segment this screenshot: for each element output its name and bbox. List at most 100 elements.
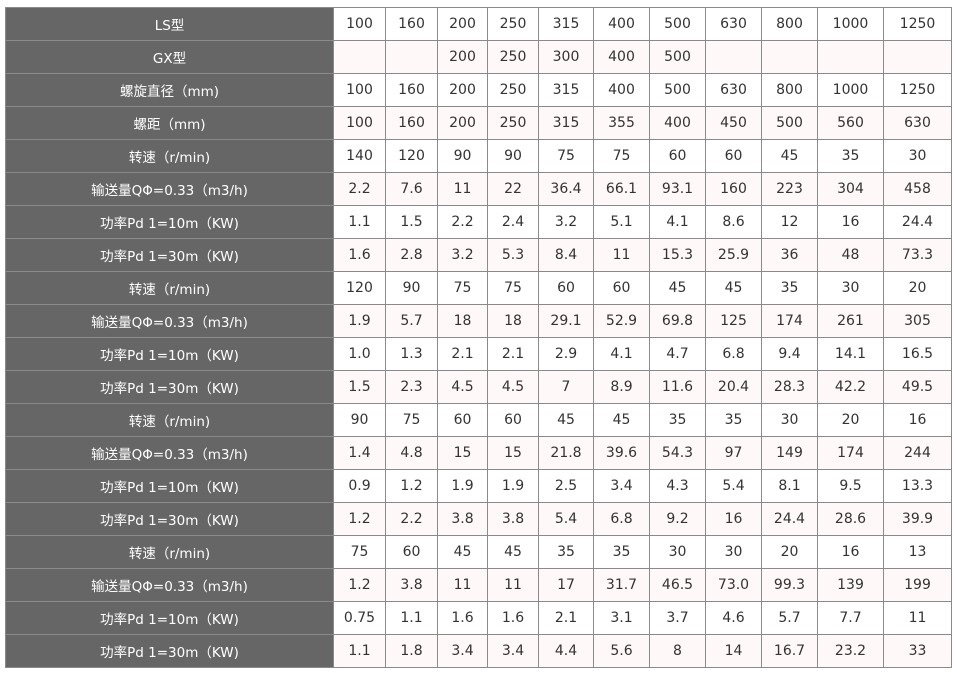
table-cell (333, 40, 386, 74)
table-cell: 160 (385, 7, 438, 41)
table-cell: 1250 (883, 73, 952, 107)
row-header: 转速（r/min) (5, 403, 334, 437)
table-row: 功率Pd 1=10m（KW) 1.1 1.5 2.2 2.4 3.2 5.1 4.1 8.6 12… (5, 205, 952, 239)
table-row: 输送量QΦ=0.33（m3/h) 2.2 7.6 11 22 36.4 66.1 93.1 16… (5, 172, 952, 206)
table-cell: 500 (649, 7, 706, 41)
table-cell: 35 (705, 403, 762, 437)
table-cell: 1.2 (385, 469, 438, 503)
table-cell: 5.7 (761, 601, 818, 635)
table-cell: 5.6 (593, 634, 650, 668)
row-header: 输送量QΦ=0.33（m3/h) (5, 172, 334, 206)
row-header: 功率Pd 1=10m（KW) (5, 205, 334, 239)
table-cell: 500 (761, 106, 818, 140)
row-header: 功率Pd 1=10m（KW) (5, 469, 334, 503)
table-cell: 1000 (817, 73, 884, 107)
table-cell: 49.5 (883, 370, 952, 404)
table-cell: 14 (705, 634, 762, 668)
row-header: 螺旋直径（mm) (5, 73, 334, 107)
table-cell: 60 (437, 403, 488, 437)
table-cell: 4.3 (649, 469, 706, 503)
table-cell: 12 (761, 205, 818, 239)
table-cell: 500 (649, 73, 706, 107)
table-cell: 24.4 (761, 502, 818, 536)
table-row: 功率Pd 1=30m（KW) 1.5 2.3 4.5 4.5 7 8.9 11.6 20.4 28… (5, 370, 952, 404)
table-row: 输送量QΦ=0.33（m3/h) 1.9 5.7 18 18 29.1 52.9 69.8 12… (5, 304, 952, 338)
table-cell (385, 40, 438, 74)
table-cell: 458 (883, 172, 952, 206)
table-cell: 25.9 (705, 238, 762, 272)
table-cell: 3.8 (437, 502, 488, 536)
table-cell: 4.7 (649, 337, 706, 371)
table-cell: 60 (385, 535, 438, 569)
table-cell: 7 (538, 370, 594, 404)
table-cell: 250 (487, 73, 539, 107)
table-cell: 75 (487, 271, 539, 305)
table-cell: 15.3 (649, 238, 706, 272)
table-cell: 1.6 (437, 601, 488, 635)
table-cell: 6.8 (593, 502, 650, 536)
table-cell: 3.4 (593, 469, 650, 503)
table-cell: 1.1 (385, 601, 438, 635)
table-cell: 75 (437, 271, 488, 305)
table-cell: 9.5 (817, 469, 884, 503)
table-cell: 60 (487, 403, 539, 437)
table-cell: 16 (883, 403, 952, 437)
table-cell: 45 (649, 271, 706, 305)
table-cell: 200 (437, 40, 488, 74)
table-cell: 75 (385, 403, 438, 437)
table-row: 功率Pd 1=10m（KW) 0.9 1.2 1.9 1.9 2.5 3.4 4.3 5.4 8.… (5, 469, 952, 503)
table-cell: 4.5 (487, 370, 539, 404)
table-cell: 90 (333, 403, 386, 437)
table-cell: 8.6 (705, 205, 762, 239)
table-cell: 1250 (883, 7, 952, 41)
table-cell: 2.2 (437, 205, 488, 239)
table-cell: 35 (593, 535, 650, 569)
table-cell (883, 40, 952, 74)
table-cell: 200 (437, 7, 488, 41)
table-cell: 0.75 (333, 601, 386, 635)
table-cell: 3.7 (649, 601, 706, 635)
table-row: 功率Pd 1=30m（KW) 1.2 2.2 3.8 3.8 5.4 6.8 9.2 16 24.… (5, 502, 952, 536)
table-row: 功率Pd 1=30m（KW) 1.6 2.8 3.2 5.3 8.4 11 15.3 25.9 3… (5, 238, 952, 272)
table-cell: 60 (538, 271, 594, 305)
table-cell: 45 (437, 535, 488, 569)
table-cell: 36.4 (538, 172, 594, 206)
table-cell: 223 (761, 172, 818, 206)
table-cell: 304 (817, 172, 884, 206)
table-cell: 45 (487, 535, 539, 569)
table-cell: 120 (385, 139, 438, 173)
table-cell: 11 (593, 238, 650, 272)
table-cell: 15 (437, 436, 488, 470)
table-cell (705, 40, 762, 74)
table-cell: 199 (883, 568, 952, 602)
row-header: LS型 (5, 7, 334, 41)
table-row: 螺旋直径（mm) 100 160 200 250 315 400 500 630 800 1000 1… (5, 73, 952, 107)
table-cell: 93.1 (649, 172, 706, 206)
table-cell: 11 (883, 601, 952, 635)
table-cell: 1.6 (487, 601, 539, 635)
table-cell: 1.2 (333, 502, 386, 536)
table-cell: 22 (487, 172, 539, 206)
table-cell: 33 (883, 634, 952, 668)
table-cell (761, 40, 818, 74)
row-header: 功率Pd 1=10m（KW) (5, 337, 334, 371)
table-row: GX型 200 250 300 400 500 (5, 40, 952, 74)
row-header: 转速（r/min) (5, 139, 334, 173)
table-cell: 35 (649, 403, 706, 437)
table-cell: 1.5 (333, 370, 386, 404)
table-cell: 1.6 (333, 238, 386, 272)
table-cell: 13.3 (883, 469, 952, 503)
table-cell: 2.4 (487, 205, 539, 239)
table-cell: 36 (761, 238, 818, 272)
table-row: 输送量QΦ=0.33（m3/h) 1.4 4.8 15 15 21.8 39.6 54.3 97… (5, 436, 952, 470)
table-cell: 11 (437, 568, 488, 602)
table-cell: 8.1 (761, 469, 818, 503)
table-cell: 60 (649, 139, 706, 173)
table-cell: 100 (333, 106, 386, 140)
table-cell: 99.3 (761, 568, 818, 602)
table-cell: 11 (487, 568, 539, 602)
table-cell: 45 (705, 271, 762, 305)
table-cell: 4.5 (437, 370, 488, 404)
table-cell: 800 (761, 7, 818, 41)
table-cell: 630 (705, 73, 762, 107)
